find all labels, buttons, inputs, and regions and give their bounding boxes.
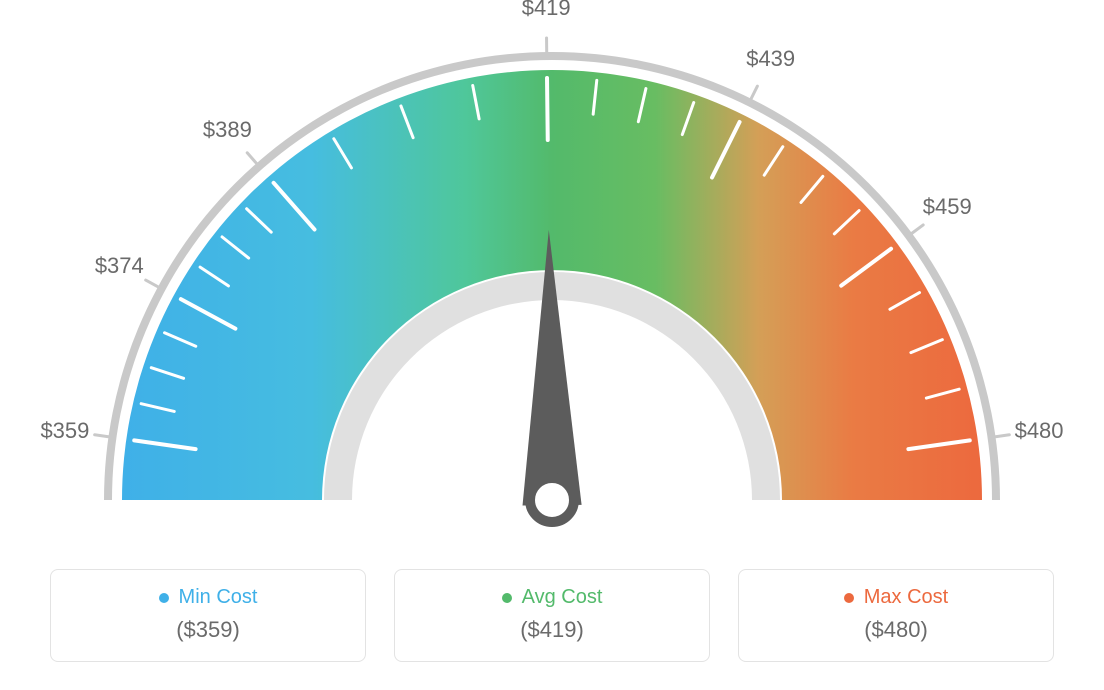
gauge-tick-label: $359 [40,418,89,444]
legend-row: Min Cost ($359) Avg Cost ($419) Max Cost… [50,569,1054,662]
gauge-tick-label: $419 [522,0,571,21]
legend-title-avg: Avg Cost [502,586,603,609]
legend-label-avg: Avg Cost [522,586,603,609]
gauge-tick-label: $459 [923,194,972,220]
gauge-tick-label: $439 [746,46,795,72]
gauge-tick-label: $374 [95,253,144,279]
legend-title-min: Min Cost [159,586,258,609]
legend-card-avg: Avg Cost ($419) [394,569,710,662]
legend-value-avg: ($419) [415,617,689,643]
gauge-tick-label: $389 [203,117,252,143]
legend-value-min: ($359) [71,617,345,643]
gauge-svg [0,0,1104,560]
legend-value-max: ($480) [759,617,1033,643]
legend-label-min: Min Cost [179,586,258,609]
legend-dot-max [844,593,854,603]
legend-dot-avg [502,593,512,603]
gauge-chart: $359 $374 $389 $419 $439 $459 $480 [0,0,1104,560]
legend-card-min: Min Cost ($359) [50,569,366,662]
legend-label-max: Max Cost [864,586,948,609]
gauge-tick-label: $480 [1015,418,1064,444]
legend-card-max: Max Cost ($480) [738,569,1054,662]
legend-dot-min [159,593,169,603]
legend-title-max: Max Cost [844,586,948,609]
